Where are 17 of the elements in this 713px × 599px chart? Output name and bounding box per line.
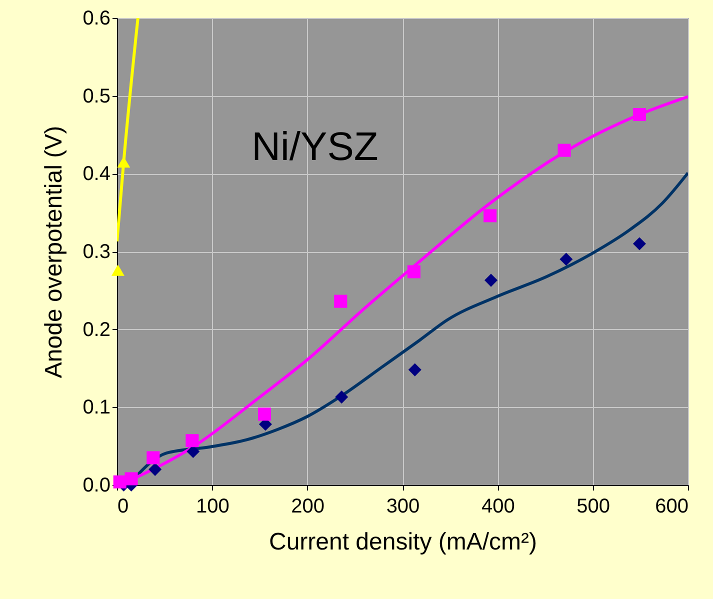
y-tick-label: 0.1 bbox=[82, 396, 110, 419]
x-tick-label: 100 bbox=[196, 496, 230, 518]
x-tick-label: 0 bbox=[118, 496, 129, 518]
x-tick-label: 600 bbox=[655, 496, 688, 518]
y-tick-label: 0.4 bbox=[82, 163, 110, 186]
y-axis-title: Anode overpotential (V) bbox=[40, 126, 68, 378]
y-tick-label: 0.5 bbox=[82, 85, 110, 108]
annotation: Ni/YSZ bbox=[252, 125, 378, 169]
x-tick-label: 400 bbox=[481, 496, 515, 518]
x-tick-label: 200 bbox=[291, 496, 325, 518]
y-tick-label: 0.2 bbox=[82, 318, 110, 341]
y-tick-label: 0.0 bbox=[82, 474, 110, 496]
y-tick-label: 0.6 bbox=[82, 8, 110, 30]
x-tick-label: 300 bbox=[386, 496, 420, 518]
y-tick-label: 0.3 bbox=[82, 241, 110, 263]
x-axis-title: Current density (mA/cm²) bbox=[268, 528, 538, 556]
x-tick-label: 500 bbox=[576, 496, 610, 518]
